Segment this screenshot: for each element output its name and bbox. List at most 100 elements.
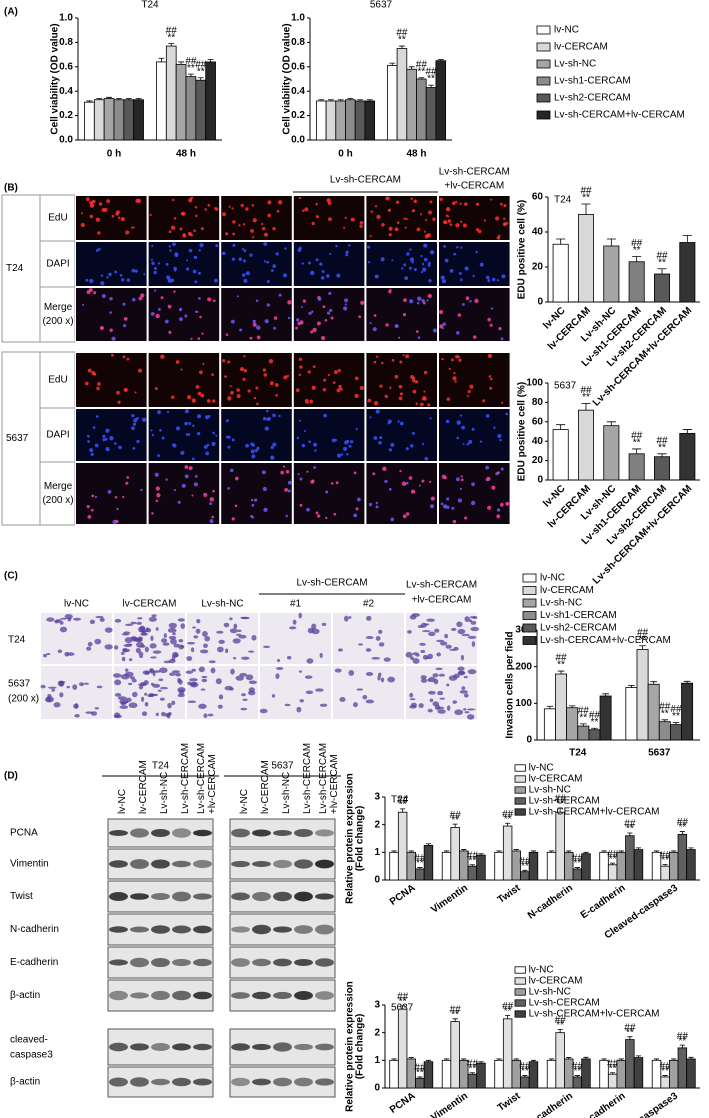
cell-dot xyxy=(187,395,192,400)
cell-dot xyxy=(493,426,496,429)
cell-blob xyxy=(95,615,104,619)
cell-dot xyxy=(225,435,229,439)
cell-dot xyxy=(155,499,159,503)
cell-dot xyxy=(194,280,198,284)
cell-blob xyxy=(162,642,170,646)
y-axis-label: (Fold change) xyxy=(355,806,366,872)
cell-dot xyxy=(498,234,501,237)
cell-blob xyxy=(122,648,128,653)
cell-dot xyxy=(199,315,202,319)
cell-dot xyxy=(155,313,160,319)
blot-band xyxy=(252,1078,271,1086)
cell-dot xyxy=(263,260,266,263)
y-axis-label: Relative protein expression xyxy=(345,773,356,904)
cell-blob xyxy=(170,638,177,645)
cell-dot xyxy=(89,278,94,284)
significance: ## xyxy=(555,794,567,805)
significance: ## xyxy=(185,56,197,67)
significance: ## xyxy=(677,817,689,828)
cell-blob xyxy=(271,694,276,698)
cell-blob xyxy=(472,616,478,619)
cell-dot xyxy=(284,488,288,492)
significance: ## xyxy=(450,1004,462,1015)
cell-blob xyxy=(428,690,436,695)
cell-dot xyxy=(180,368,183,371)
error-bar xyxy=(135,98,142,100)
cell-dot xyxy=(252,319,256,324)
significance: ** xyxy=(398,35,406,46)
significance: ## xyxy=(502,1001,514,1012)
bar xyxy=(625,835,635,881)
cell-blob xyxy=(438,673,445,677)
cell-dot xyxy=(156,493,161,498)
cell-dot xyxy=(489,386,493,390)
cell-dot xyxy=(255,299,259,302)
cell-dot xyxy=(486,476,491,481)
cell-dot xyxy=(283,375,288,380)
cell-blob xyxy=(59,692,64,698)
cell-blob xyxy=(464,711,470,714)
cell-dot xyxy=(228,205,231,208)
cell-dot xyxy=(196,432,201,436)
error-bar xyxy=(357,99,363,101)
legend-swatch xyxy=(522,623,537,633)
cell-dot xyxy=(295,318,300,322)
error-bar xyxy=(581,203,591,215)
bar xyxy=(578,214,595,303)
cell-dot xyxy=(417,296,422,301)
cell-dot xyxy=(275,252,279,256)
cell-blob xyxy=(409,614,417,620)
cell-blob xyxy=(439,697,446,700)
cell-blob xyxy=(40,684,46,689)
cell-dot xyxy=(316,321,321,326)
cell-dot xyxy=(299,419,302,422)
cell-dot xyxy=(475,250,478,254)
cell-dot xyxy=(399,392,403,396)
cell-dot xyxy=(329,252,332,255)
cell-dot xyxy=(227,360,231,364)
blot-band xyxy=(294,925,313,934)
cell-blob xyxy=(199,649,209,654)
error-bar xyxy=(106,96,113,99)
chart-title: T24 xyxy=(141,0,159,11)
cell-dot xyxy=(168,230,172,234)
cell-dot xyxy=(107,449,110,452)
protein-label: N-cadherin xyxy=(10,924,59,935)
cell-dot xyxy=(487,317,491,322)
blot-band xyxy=(252,1043,271,1051)
cell-blob xyxy=(248,687,255,693)
panel-label: (B) xyxy=(4,183,18,194)
cell-dot xyxy=(284,247,287,250)
blot-band xyxy=(109,990,128,1001)
cell-blob xyxy=(311,623,317,630)
cell-blob xyxy=(198,666,205,673)
cell-dot xyxy=(411,431,415,435)
cell-dot xyxy=(300,305,303,308)
cell-dot xyxy=(458,272,462,275)
bar xyxy=(581,853,591,881)
error-bar xyxy=(556,424,566,430)
legend-label: Lv-sh-CERCAM xyxy=(529,998,600,1009)
cell-dot xyxy=(253,396,257,400)
cell-dot xyxy=(99,325,104,331)
cell-blob xyxy=(460,654,465,661)
bar xyxy=(502,1018,513,1089)
cell-blob xyxy=(64,613,73,620)
cell-blob xyxy=(190,647,195,653)
legend-label: lv-NC xyxy=(529,965,554,976)
micrograph xyxy=(75,352,148,408)
bar xyxy=(423,1061,434,1089)
cell-dot xyxy=(416,227,421,232)
cell-dot xyxy=(132,446,136,450)
cell-dot xyxy=(215,244,219,248)
lane-label: lv-NC xyxy=(117,789,128,814)
cell-blob xyxy=(45,696,52,703)
bar xyxy=(572,868,583,881)
cell-blob xyxy=(362,695,368,700)
error-bar xyxy=(443,1058,450,1061)
cell-dot xyxy=(354,376,359,381)
y-tick-label: 0 xyxy=(537,475,543,486)
cell-dot xyxy=(346,453,349,456)
cell-dot xyxy=(200,393,205,398)
cell-dot xyxy=(106,276,109,279)
